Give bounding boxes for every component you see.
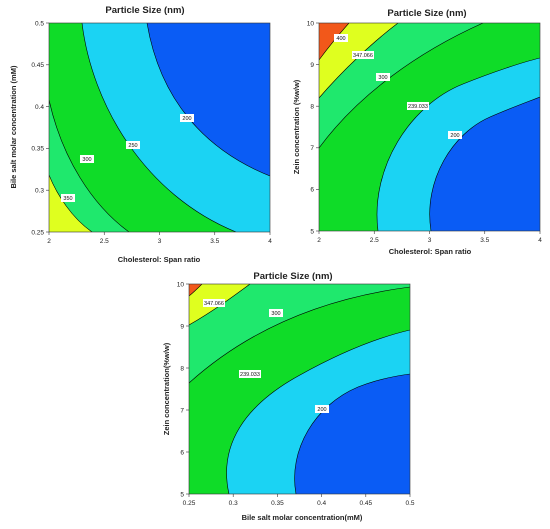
chart-2-y-tick-label: 5 <box>310 228 314 235</box>
chart-2-y-tick-label: 7 <box>310 145 314 152</box>
chart-3-contour-label-239: 239.033 <box>239 370 261 378</box>
chart-2-contour-label-347-text: 347.066 <box>353 53 373 59</box>
chart-3-contour-label-347: 347.066 <box>203 299 225 307</box>
chart-1-y-tick-label: 0.45 <box>31 62 44 69</box>
chart-3-contour-label-300: 300 <box>269 309 283 317</box>
chart-1-y-axis-label: Bile salt molar concentration (mM) <box>9 65 18 188</box>
chart-2-contour-label-347: 347.066 <box>352 51 374 59</box>
chart-3-contour-239 <box>226 329 410 494</box>
chart-1-contour-label-300: 300 <box>80 155 94 163</box>
chart-2-x-tick-label: 3 <box>428 237 432 244</box>
chart-2-title: Particle Size (nm) <box>387 8 466 19</box>
chart-3-title: Particle Size (nm) <box>253 271 332 282</box>
chart-1-contour-label-350: 350 <box>61 194 75 202</box>
chart-1-contour-label-200: 200 <box>180 114 194 122</box>
chart-2-contour-label-200-text: 200 <box>450 133 459 139</box>
chart-2-y-ticks: 5 6 7 8 9 10 <box>307 20 319 235</box>
chart-2-x-tick-label: 3.5 <box>480 237 489 244</box>
chart-3-contour-labels: 347.066 300 239.033 200 <box>203 299 329 413</box>
contour-chart-2: Particle Size (nm) 400 347.066 300 239.0… <box>278 0 550 265</box>
chart-1-y-tick-label: 0.3 <box>35 188 44 195</box>
chart-3-y-tick-label: 5 <box>180 491 184 498</box>
chart-3-x-tick-label: 0.5 <box>405 500 414 507</box>
chart-1-contour-350 <box>49 174 93 232</box>
contour-chart-3: Particle Size (nm) 347.066 300 239.033 2… <box>150 265 420 529</box>
chart-2-contour-label-300-text: 300 <box>378 75 387 81</box>
chart-3-contour-label-239-text: 239.033 <box>240 372 260 378</box>
chart-1-x-ticks: 2 2.5 3 3.5 4 <box>47 232 272 245</box>
chart-3-contour-red <box>189 284 203 297</box>
chart-3-y-tick-label: 8 <box>180 365 184 372</box>
chart-1-y-tick-label: 0.35 <box>31 146 44 153</box>
chart-3-frame <box>188 283 411 495</box>
contour-chart-1: Particle Size (nm) 350 300 250 200 2 2.5 3… <box>0 0 278 265</box>
chart-3-contour-label-200: 200 <box>315 405 329 413</box>
chart-1-y-tick-label: 0.25 <box>31 229 44 236</box>
chart-1-contour-label-250-text: 250 <box>128 143 137 149</box>
chart-2-region-blue <box>429 97 540 231</box>
chart-1-contour-labels: 350 300 250 200 <box>61 114 194 202</box>
chart-3-svg: Particle Size (nm) 347.066 300 239.033 2… <box>162 271 415 522</box>
chart-1-svg: Particle Size (nm) 350 300 250 200 2 2.5 3… <box>9 5 272 264</box>
chart-2-y-tick-label: 9 <box>310 62 314 69</box>
chart-3-y-tick-label: 10 <box>177 281 185 288</box>
chart-2-svg: Particle Size (nm) 400 347.066 300 239.0… <box>292 8 542 256</box>
chart-2-y-axis-label: Zein concentration (%w/w) <box>292 79 301 174</box>
chart-3-y-tick-label: 9 <box>180 323 184 330</box>
chart-2-y-tick-label: 6 <box>310 187 314 194</box>
chart-2-x-tick-label: 2 <box>317 237 321 244</box>
chart-1-y-ticks: 0.25 0.3 0.35 0.4 0.45 0.5 <box>31 20 49 236</box>
chart-2-contour-label-400: 400 <box>334 34 348 42</box>
chart-2-contour-label-239-text: 239.033 <box>408 104 428 110</box>
chart-3-region-blue <box>294 374 410 494</box>
chart-3-contour-300 <box>189 286 410 384</box>
chart-3-contour-label-200-text: 200 <box>317 407 326 413</box>
chart-1-x-tick-label: 3 <box>158 238 162 245</box>
chart-1-y-tick-label: 0.4 <box>35 104 44 111</box>
chart-2-x-tick-label: 4 <box>538 237 542 244</box>
chart-1-contour-label-300-text: 300 <box>82 157 91 163</box>
chart-1-y-tick-label: 0.5 <box>35 20 44 27</box>
chart-2-contour-label-200: 200 <box>448 131 462 139</box>
chart-2-contour-200 <box>429 96 540 231</box>
chart-3-y-tick-label: 7 <box>180 407 184 414</box>
chart-1-contour-label-350-text: 350 <box>63 196 72 202</box>
chart-2-y-tick-label: 10 <box>307 20 315 27</box>
chart-3-y-ticks: 5 6 7 8 9 10 <box>177 281 189 498</box>
chart-3-x-ticks: 0.25 0.3 0.35 0.4 0.45 0.5 <box>183 494 415 507</box>
chart-3-contour-200 <box>294 373 410 494</box>
chart-1-x-tick-label: 3.5 <box>210 238 219 245</box>
chart-1-contour-label-200-text: 200 <box>182 116 191 122</box>
chart-3-x-tick-label: 0.4 <box>317 500 326 507</box>
chart-2-x-ticks: 2 2.5 3 3.5 4 <box>317 231 542 244</box>
chart-1-title: Particle Size (nm) <box>105 5 184 16</box>
chart-3-y-axis-label: Zein concentration(%w/w) <box>162 342 171 435</box>
chart-3-x-tick-label: 0.35 <box>271 500 284 507</box>
chart-3-plot-area <box>189 284 410 494</box>
chart-1-plot-area <box>49 23 270 232</box>
chart-3-y-tick-label: 6 <box>180 449 184 456</box>
chart-2-y-tick-label: 8 <box>310 104 314 111</box>
chart-2-contour-labels: 400 347.066 300 239.033 200 <box>334 34 462 139</box>
chart-3-contour-label-300-text: 300 <box>271 311 280 317</box>
chart-2-x-tick-label: 2.5 <box>370 237 379 244</box>
chart-2-contour-label-300: 300 <box>376 73 390 81</box>
chart-3-x-tick-label: 0.3 <box>229 500 238 507</box>
chart-3-contour-label-347-text: 347.066 <box>204 301 224 307</box>
chart-1-x-axis-label: Cholesterol: Span ratio <box>118 255 201 264</box>
chart-1-x-tick-label: 4 <box>268 238 272 245</box>
chart-3-x-axis-label: Bile salt molar concentration(mM) <box>242 513 363 522</box>
chart-2-contour-300 <box>319 23 484 149</box>
chart-2-contour-label-400-text: 400 <box>336 36 345 42</box>
chart-1-x-tick-label: 2.5 <box>100 238 109 245</box>
chart-1-contour-300 <box>49 99 130 232</box>
chart-2-x-axis-label: Cholesterol: Span ratio <box>389 247 472 256</box>
chart-2-contour-label-239: 239.033 <box>407 102 429 110</box>
chart-1-region-blue <box>147 23 270 176</box>
chart-1-contour-label-250: 250 <box>126 141 140 149</box>
chart-2-plot-area <box>319 23 540 231</box>
chart-3-x-tick-label: 0.25 <box>183 500 196 507</box>
chart-1-x-tick-label: 2 <box>47 238 51 245</box>
chart-3-x-tick-label: 0.45 <box>359 500 372 507</box>
